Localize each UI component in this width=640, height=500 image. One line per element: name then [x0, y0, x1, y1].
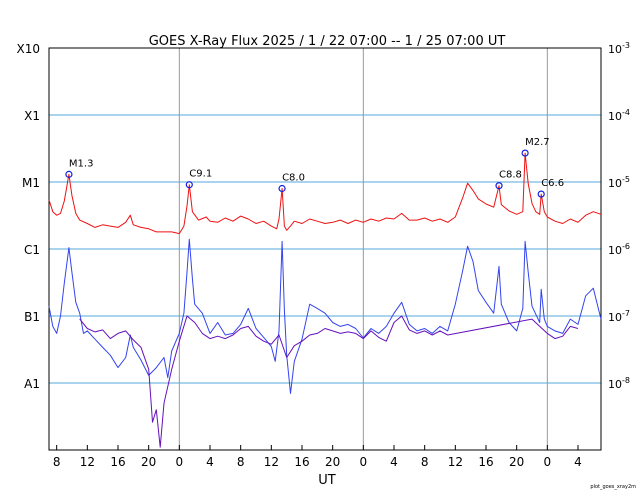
flare-label-2: C8.0: [282, 172, 305, 183]
flare-marker-5: [537, 190, 545, 198]
flare-marker-2: [278, 184, 286, 193]
y-left-label-4: B1: [24, 310, 40, 324]
x-tick-label-16: 0: [544, 455, 552, 469]
flare-markers: M1.3 C9.1 C8.0 C8.8 M2.7 C6.6: [65, 137, 564, 198]
series-line-2: [79, 315, 579, 448]
x-tick-label-7: 12: [264, 455, 279, 469]
x-tick-label-12: 8: [421, 455, 429, 469]
flare-marker-0: [65, 170, 73, 178]
y-right-label-2: 10-5: [608, 175, 630, 190]
x-tick-label-4: 0: [176, 455, 184, 469]
chart-title: GOES X-Ray Flux 2025 / 1 / 22 07:00 -- 1…: [149, 34, 506, 49]
series-layer: [48, 152, 602, 448]
flare-label-5: C6.6: [541, 178, 564, 189]
y-left-label-1: X1: [24, 109, 40, 123]
x-tick-label-14: 16: [478, 455, 493, 469]
horizontal-gridlines: [49, 114, 601, 384]
y-right-label-0: 10-3: [608, 41, 630, 56]
x-tick-label-2: 16: [110, 455, 125, 469]
flare-marker-3: [495, 182, 503, 190]
y-right-label-4: 10-7: [608, 309, 630, 324]
y-axis-flux-labels: 10-3 10-4 10-5 10-6 10-7 10-8: [608, 41, 630, 391]
y-left-label-0: X10: [17, 42, 41, 56]
x-tick-label-0: 8: [53, 455, 61, 469]
y-axis-class-labels: X10 X1 M1 C1 B1 A1: [17, 42, 41, 391]
series-line-0: [48, 152, 602, 235]
y-left-label-2: M1: [22, 176, 40, 190]
x-tick-label-9: 20: [325, 455, 340, 469]
x-tick-label-6: 8: [237, 455, 245, 469]
x-tick-label-5: 4: [206, 455, 214, 469]
footer-text: plot_goes_xray2m: [590, 484, 636, 490]
y-left-label-3: C1: [24, 243, 40, 257]
x-tick-label-8: 16: [294, 455, 309, 469]
day-boundary-lines: [178, 48, 548, 450]
y-left-label-5: A1: [24, 377, 40, 391]
x-axis-ticks: 8 12 16 20 0 4 8 12 16 20 0 4 8 12 16 20 0 4: [53, 445, 582, 469]
x-tick-label-1: 12: [80, 455, 95, 469]
flare-label-1: C9.1: [189, 169, 212, 180]
x-tick-label-15: 20: [509, 455, 524, 469]
y-right-label-1: 10-4: [608, 108, 630, 123]
flare-marker-1: [185, 181, 193, 189]
x-tick-label-11: 4: [390, 455, 398, 469]
flare-label-3: C8.8: [499, 170, 522, 181]
x-tick-label-3: 20: [141, 455, 156, 469]
flare-label-4: M2.7: [525, 137, 550, 148]
x-tick-label-10: 0: [360, 455, 368, 469]
y-right-label-3: 10-6: [608, 242, 630, 257]
plot-frame: [48, 47, 602, 451]
flare-marker-4: [521, 149, 529, 157]
series-line-1: [48, 238, 602, 394]
y-right-label-5: 10-8: [608, 376, 630, 391]
x-tick-label-13: 12: [448, 455, 463, 469]
x-tick-label-17: 4: [574, 455, 582, 469]
x-axis-label: UT: [318, 473, 336, 488]
flare-label-0: M1.3: [69, 158, 94, 169]
